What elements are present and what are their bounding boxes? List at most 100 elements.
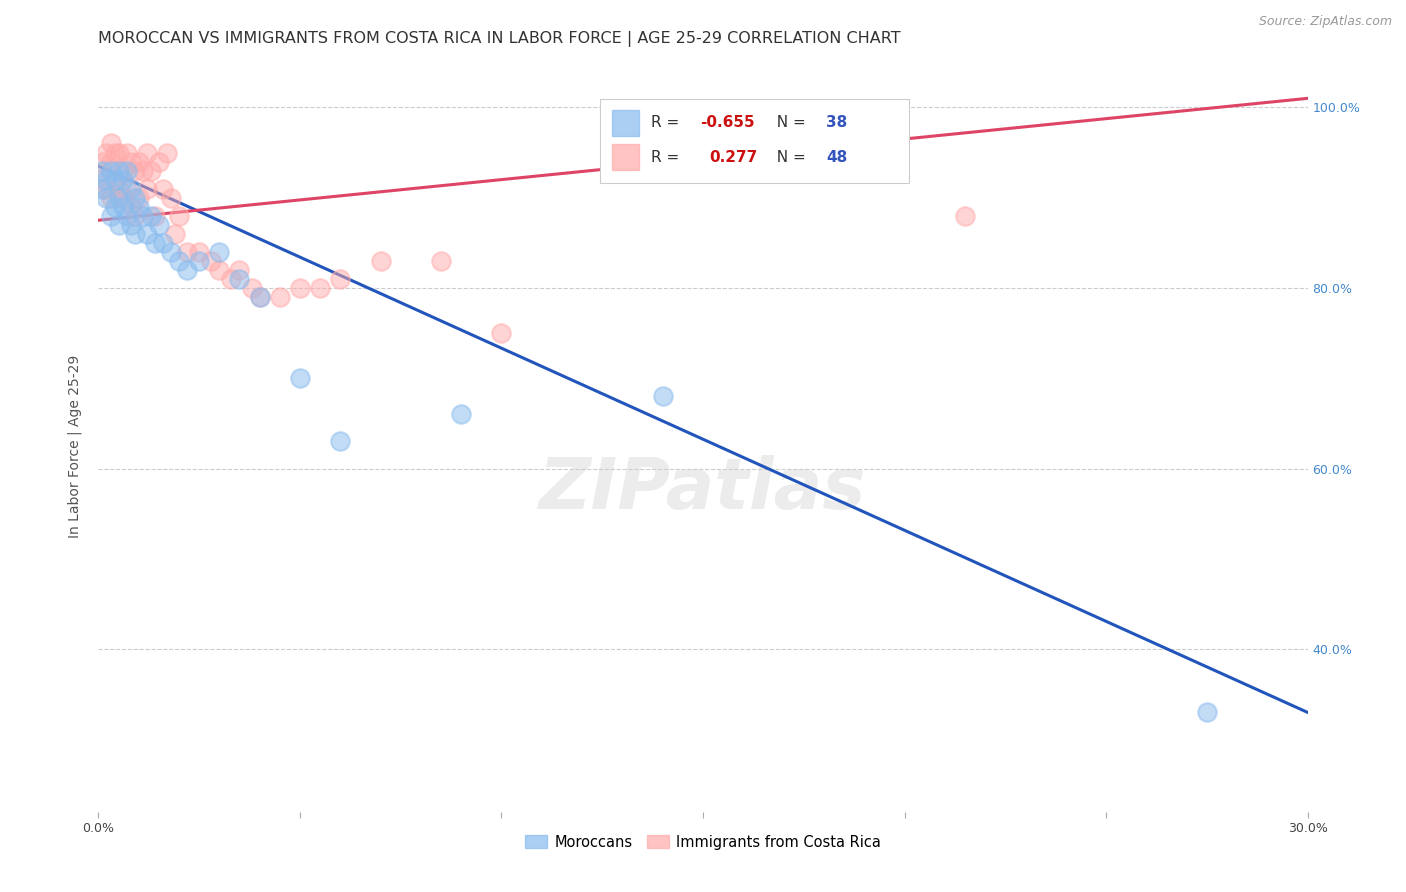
Text: ZIPatlas: ZIPatlas <box>540 456 866 524</box>
Point <box>176 263 198 277</box>
Point <box>143 209 166 223</box>
Point <box>115 145 138 160</box>
Point <box>249 290 271 304</box>
Point <box>156 145 179 160</box>
Point <box>160 191 183 205</box>
Text: MOROCCAN VS IMMIGRANTS FROM COSTA RICA IN LABOR FORCE | AGE 25-29 CORRELATION CH: MOROCCAN VS IMMIGRANTS FROM COSTA RICA I… <box>98 31 901 47</box>
Point <box>228 272 250 286</box>
Text: N =: N = <box>768 115 811 130</box>
Point <box>124 227 146 241</box>
Text: 0.277: 0.277 <box>709 150 758 165</box>
Point <box>124 163 146 178</box>
Point <box>115 181 138 195</box>
Point <box>240 281 263 295</box>
Text: 38: 38 <box>827 115 848 130</box>
Y-axis label: In Labor Force | Age 25-29: In Labor Force | Age 25-29 <box>67 354 83 538</box>
Point <box>651 389 673 403</box>
Point <box>208 244 231 259</box>
Point <box>111 200 134 214</box>
FancyBboxPatch shape <box>600 99 908 183</box>
Point <box>91 181 114 195</box>
Point <box>103 200 125 214</box>
Point <box>450 408 472 422</box>
Point <box>100 136 122 151</box>
Point <box>111 163 134 178</box>
Text: 48: 48 <box>827 150 848 165</box>
Text: R =: R = <box>651 150 689 165</box>
Point <box>329 272 352 286</box>
Text: R =: R = <box>651 115 685 130</box>
Point <box>228 263 250 277</box>
Text: -0.655: -0.655 <box>700 115 755 130</box>
Point <box>120 181 142 195</box>
FancyBboxPatch shape <box>613 145 638 169</box>
Point <box>152 181 174 195</box>
Point <box>124 209 146 223</box>
Point <box>152 235 174 250</box>
Point <box>139 209 162 223</box>
Point <box>111 172 134 186</box>
Point <box>200 253 222 268</box>
Point <box>128 154 150 169</box>
Point <box>249 290 271 304</box>
Point <box>132 163 155 178</box>
Point <box>120 218 142 232</box>
Point <box>96 145 118 160</box>
Point <box>115 209 138 223</box>
Point <box>288 371 311 385</box>
Point <box>100 209 122 223</box>
Point <box>103 172 125 186</box>
Point <box>160 244 183 259</box>
Point <box>148 218 170 232</box>
Point <box>124 191 146 205</box>
Point <box>139 163 162 178</box>
Point <box>135 181 157 195</box>
Point <box>96 191 118 205</box>
Legend: Moroccans, Immigrants from Costa Rica: Moroccans, Immigrants from Costa Rica <box>519 829 887 855</box>
Text: N =: N = <box>768 150 811 165</box>
Point <box>176 244 198 259</box>
Text: Source: ZipAtlas.com: Source: ZipAtlas.com <box>1258 15 1392 29</box>
Point <box>115 163 138 178</box>
FancyBboxPatch shape <box>613 110 638 136</box>
Point <box>167 253 190 268</box>
Point <box>953 209 976 223</box>
Point <box>96 181 118 195</box>
Point <box>111 191 134 205</box>
Point <box>100 163 122 178</box>
Point <box>107 163 129 178</box>
Point <box>107 145 129 160</box>
Point <box>91 154 114 169</box>
Point <box>107 181 129 195</box>
Point <box>107 191 129 205</box>
Point <box>163 227 186 241</box>
Point <box>1195 706 1218 720</box>
Point <box>148 154 170 169</box>
Point <box>288 281 311 295</box>
Point <box>103 145 125 160</box>
Point <box>221 272 243 286</box>
Point <box>128 200 150 214</box>
Point <box>100 154 122 169</box>
Point <box>188 253 211 268</box>
Point <box>135 227 157 241</box>
Point <box>491 326 513 340</box>
Point <box>128 191 150 205</box>
Point <box>430 253 453 268</box>
Point <box>132 209 155 223</box>
Point <box>91 172 114 186</box>
Point <box>107 218 129 232</box>
Point <box>120 154 142 169</box>
Point <box>208 263 231 277</box>
Point <box>103 172 125 186</box>
Point <box>329 434 352 449</box>
Point <box>370 253 392 268</box>
Point <box>309 281 332 295</box>
Point <box>91 163 114 178</box>
Point <box>96 172 118 186</box>
Point <box>120 200 142 214</box>
Point <box>143 235 166 250</box>
Point <box>188 244 211 259</box>
Point <box>135 145 157 160</box>
Point <box>100 191 122 205</box>
